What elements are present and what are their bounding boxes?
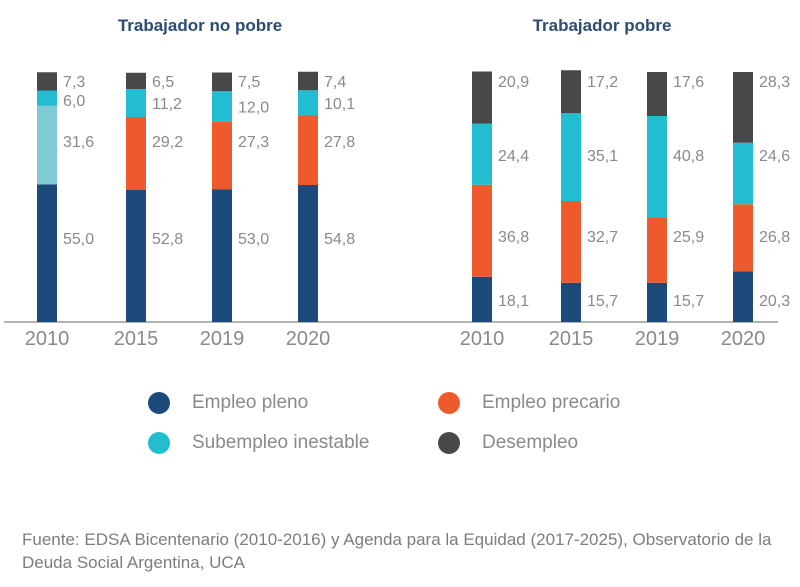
legend-label: Desempleo [482,432,579,453]
bar-segment-desempleo-2019 [212,72,232,92]
bar-segment-empleo-pleno-2020 [298,185,318,322]
bar-segment-empleo-precario-2010 [472,184,492,277]
stacked-bar-chart: Trabajador no pobre Trabajador pobre 55,… [4,16,790,350]
legend-item-empleo-precario: Empleo precario [438,392,620,414]
data-label-desempleo-2019: 17,6 [673,74,704,91]
x-tick-label-2010: 2010 [25,328,70,350]
legend-label: Empleo precario [482,392,621,413]
x-tick-label-2020: 2020 [286,328,331,350]
bar-segment-empleo-precario-2019 [647,218,667,283]
bar-segment-empleo-precario-2020 [298,115,318,185]
bar-segment-empleo-pleno-2010 [37,184,57,322]
data-label-desempleo-2010: 7,3 [63,74,85,91]
panel-title-no-pobre: Trabajador no pobre [118,16,282,35]
bar-segment-empleo-precario-2010 [37,105,57,185]
bar-segment-empleo-precario-2020 [733,204,753,272]
data-label-subempleo-inestable-2015: 11,2 [152,96,182,113]
bar-segment-empleo-precario-2015 [561,201,581,283]
bar-segment-subempleo-inestable-2010 [37,90,57,106]
data-label-empleo-precario-2010: 31,6 [63,134,94,151]
bar-segment-desempleo-2015 [561,70,581,114]
legend-item-desempleo: Desempleo [438,432,578,454]
bar-segment-subempleo-inestable-2019 [212,91,232,122]
data-label-empleo-precario-2015: 29,2 [152,134,183,151]
data-label-desempleo-2010: 20,9 [498,74,529,91]
data-label-empleo-pleno-2019: 15,7 [673,293,704,310]
bar-segment-subempleo-inestable-2015 [561,113,581,201]
bar-segment-empleo-pleno-2010 [472,276,492,322]
data-label-empleo-precario-2020: 26,8 [759,229,790,246]
data-label-desempleo-2019: 7,5 [238,74,260,91]
data-label-empleo-pleno-2015: 52,8 [152,231,183,248]
data-label-desempleo-2015: 17,2 [587,74,618,91]
legend-swatch-subempleo-inestable [148,432,170,454]
x-tick-label-2019: 2019 [200,328,245,350]
data-label-subempleo-inestable-2019: 40,8 [673,148,704,165]
data-label-empleo-pleno-2010: 55,0 [63,231,94,248]
bar-segment-desempleo-2010 [472,71,492,124]
bars-group: 55,0 31,6 6,0 7,3 2010 52,8 29,2 11,2 6,5 2015 53,… [25,70,790,350]
bar-segment-desempleo-2015 [126,72,146,89]
data-label-empleo-pleno-2020: 20,3 [759,293,790,310]
legend-item-subempleo-inestable: Subempleo inestable [148,432,369,454]
data-label-empleo-pleno-2015: 15,7 [587,293,618,310]
data-label-subempleo-inestable-2019: 12,0 [238,99,269,116]
bar-segment-desempleo-2020 [733,72,753,143]
source-note: Fuente: EDSA Bicentenario (2010-2016) y … [22,530,772,572]
data-label-empleo-precario-2015: 32,7 [587,229,618,246]
data-label-empleo-pleno-2010: 18,1 [498,293,529,310]
data-label-empleo-precario-2019: 27,3 [238,134,269,151]
data-label-empleo-precario-2010: 36,8 [498,229,529,246]
x-tick-label-2015: 2015 [114,328,159,350]
bar-segment-subempleo-inestable-2015 [126,89,146,117]
legend-label: Empleo pleno [192,392,309,413]
data-label-empleo-pleno-2019: 53,0 [238,231,269,248]
bar-segment-empleo-pleno-2019 [212,189,232,322]
bar-segment-desempleo-2010 [37,72,57,91]
x-tick-label-2015: 2015 [549,328,594,350]
data-label-subempleo-inestable-2010: 24,4 [498,148,529,165]
data-label-empleo-pleno-2020: 54,8 [324,231,355,248]
bar-segment-subempleo-inestable-2020 [298,90,318,116]
data-label-desempleo-2020: 7,4 [324,74,346,91]
legend-label: Subempleo inestable [192,432,370,453]
data-label-desempleo-2015: 6,5 [152,74,174,91]
bar-segment-subempleo-inestable-2019 [647,116,667,218]
x-tick-label-2010: 2010 [460,328,505,350]
bar-segment-empleo-precario-2015 [126,117,146,190]
legend-swatch-empleo-pleno [148,392,170,414]
data-label-subempleo-inestable-2020: 10,1 [324,96,355,113]
bar-segment-empleo-pleno-2015 [126,190,146,322]
bar-segment-desempleo-2020 [298,71,318,91]
data-label-subempleo-inestable-2015: 35,1 [587,148,618,165]
bar-segment-empleo-precario-2019 [212,121,232,190]
legend-swatch-desempleo [438,432,460,454]
bar-segment-empleo-pleno-2019 [647,282,667,322]
x-tick-label-2019: 2019 [635,328,680,350]
panel-title-pobre: Trabajador pobre [533,16,672,35]
data-label-empleo-precario-2020: 27,8 [324,134,355,151]
data-label-subempleo-inestable-2010: 6,0 [63,93,85,110]
data-label-desempleo-2020: 28,3 [759,74,790,91]
x-tick-label-2020: 2020 [721,328,766,350]
bar-segment-subempleo-inestable-2010 [472,123,492,185]
bar-segment-desempleo-2019 [647,72,667,116]
legend-swatch-empleo-precario [438,392,460,414]
legend-item-empleo-pleno: Empleo pleno [148,392,308,414]
bar-segment-empleo-pleno-2015 [561,282,581,322]
bar-segment-subempleo-inestable-2020 [733,142,753,205]
data-label-empleo-precario-2019: 25,9 [673,229,704,246]
data-label-subempleo-inestable-2020: 24,6 [759,148,790,165]
bar-segment-empleo-pleno-2020 [733,271,753,322]
